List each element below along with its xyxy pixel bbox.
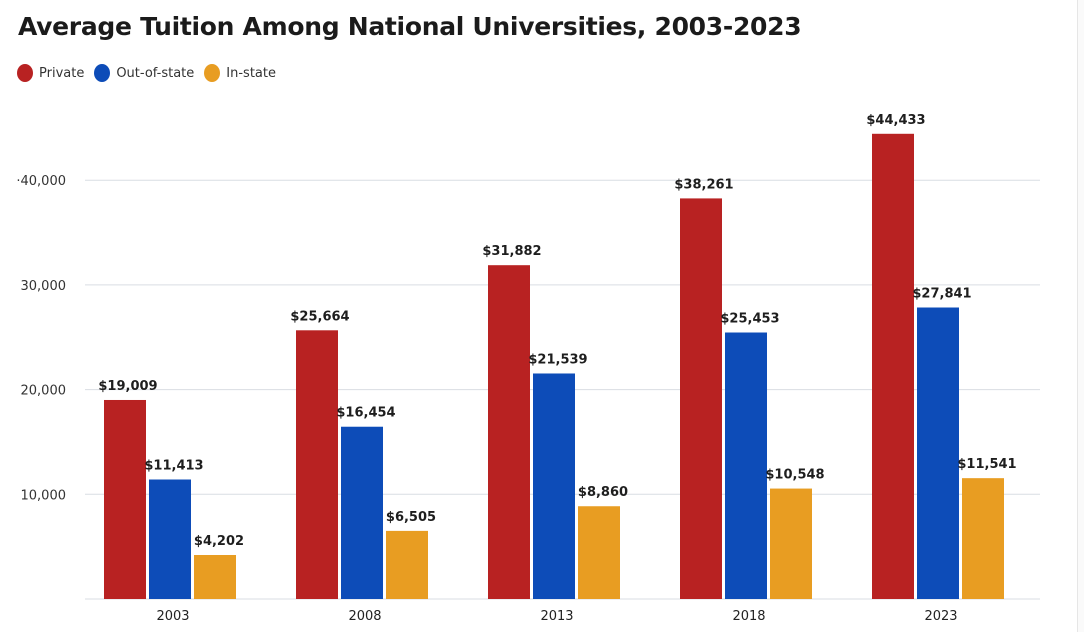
bar-in-state-2008 — [386, 530, 428, 599]
x-tick-label: 2003 — [156, 609, 189, 624]
legend-label-private: Private — [39, 65, 85, 81]
data-label: $4,202 — [194, 534, 244, 549]
y-tick-label: 20,000 — [21, 384, 67, 399]
legend: Private Out-of-state In-state — [17, 64, 286, 82]
x-tick-label: 2023 — [924, 609, 957, 624]
legend-label-out-of-state: Out-of-state — [116, 65, 195, 81]
data-label: $11,541 — [957, 457, 1016, 472]
bar-out-of-state-2023 — [917, 307, 959, 599]
data-label: $25,664 — [290, 309, 349, 324]
x-tick-label: 2018 — [732, 609, 765, 624]
bar-in-state-2018 — [770, 488, 812, 599]
data-label: $11,413 — [144, 459, 203, 474]
data-label: $6,505 — [386, 510, 436, 525]
legend-label-in-state: In-state — [226, 65, 276, 81]
x-axis-ticks: 2003 2008 2013 2018 2023 — [156, 609, 957, 624]
scrollbar-edge — [1077, 0, 1084, 632]
bar-in-state-2013 — [578, 506, 620, 599]
bar-out-of-state-2003 — [149, 479, 191, 599]
data-label: $21,539 — [528, 352, 587, 367]
legend-swatch-out-of-state — [94, 64, 111, 82]
legend-swatch-private — [17, 64, 33, 82]
data-label: $25,453 — [720, 312, 779, 327]
legend-item-in-state[interactable]: In-state — [204, 64, 276, 82]
bar-private-2003 — [104, 399, 146, 599]
legend-swatch-in-state — [204, 64, 221, 82]
data-label: $16,454 — [336, 406, 395, 421]
x-tick-label: 2008 — [348, 609, 381, 624]
legend-item-private[interactable]: Private — [17, 64, 84, 82]
bar-out-of-state-2008 — [341, 426, 383, 599]
bar-private-2023 — [872, 133, 914, 599]
bar-out-of-state-2013 — [533, 373, 575, 599]
data-label: $8,860 — [578, 485, 628, 500]
y-tick-label: 10,000 — [21, 488, 67, 503]
data-label: $19,009 — [98, 379, 157, 394]
bar-private-2013 — [488, 265, 530, 599]
data-labels: $19,009 $11,413 $4,202 $25,664 $16,454 $6,505… — [98, 113, 1016, 549]
bars — [104, 133, 1004, 599]
bar-in-state-2003 — [194, 555, 236, 599]
data-label: $10,548 — [765, 468, 824, 483]
x-tick-label: 2013 — [540, 609, 573, 624]
data-label: $31,882 — [482, 244, 541, 259]
data-label: $27,841 — [912, 287, 971, 302]
data-label: $38,261 — [674, 177, 733, 192]
bar-private-2018 — [680, 198, 722, 599]
chart-title: Average Tuition Among National Universit… — [18, 12, 802, 41]
bar-private-2008 — [296, 330, 338, 599]
legend-item-out-of-state[interactable]: Out-of-state — [94, 64, 194, 82]
data-label: $44,433 — [866, 113, 925, 128]
y-axis-ticks: 10,000 20,000 30,000 ·40,000 — [16, 174, 66, 503]
bar-out-of-state-2018 — [725, 332, 767, 599]
bar-in-state-2023 — [962, 478, 1004, 599]
y-tick-label: 30,000 — [21, 279, 67, 294]
y-tick-label: ·40,000 — [16, 174, 66, 189]
